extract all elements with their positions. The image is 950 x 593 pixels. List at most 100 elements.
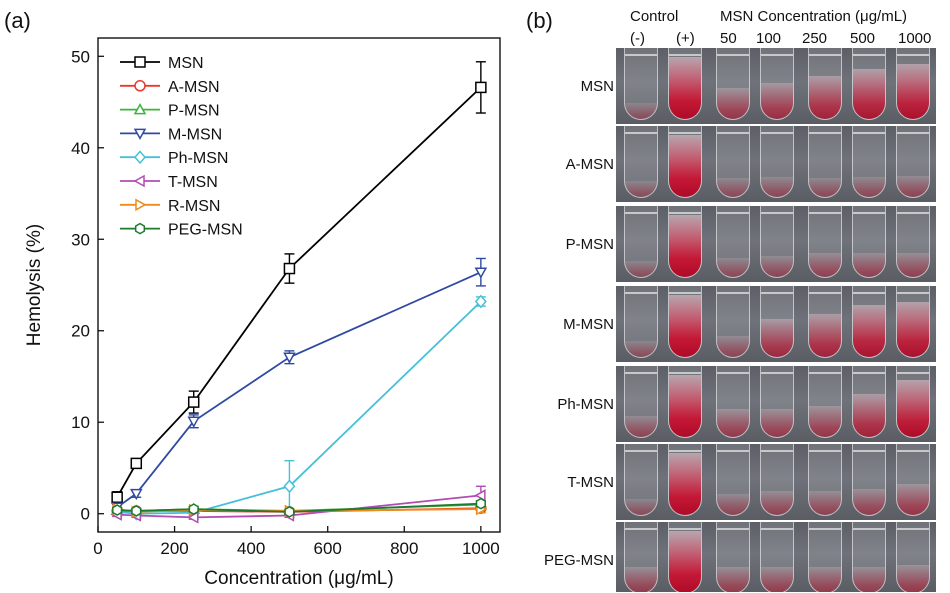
tube-liquid	[625, 340, 657, 357]
tube-liquid	[625, 567, 657, 592]
test-tube	[668, 286, 702, 358]
data-point	[283, 479, 296, 494]
test-tube	[716, 48, 750, 120]
test-tube	[852, 286, 886, 358]
tube-rim	[897, 132, 929, 134]
test-tube	[668, 206, 702, 278]
tube-liquid	[625, 260, 657, 277]
test-tube	[896, 286, 930, 358]
photo-strip	[616, 522, 936, 592]
tube-rim	[625, 292, 657, 294]
test-tube	[808, 444, 842, 516]
legend-entry: Ph-MSN	[120, 150, 228, 167]
tube-liquid	[853, 69, 885, 119]
photo-row-label: Ph-MSN	[557, 396, 614, 413]
tube-liquid	[761, 83, 793, 119]
tube-liquid	[625, 102, 657, 119]
tube-rim	[625, 132, 657, 134]
control-positive-label: (+)	[676, 30, 695, 47]
tube-rim	[809, 450, 841, 452]
test-tube	[852, 444, 886, 516]
data-point	[111, 491, 123, 503]
tube-rim	[809, 292, 841, 294]
tube-liquid	[625, 415, 657, 437]
tube-rim	[897, 372, 929, 374]
photo-row-label: MSN	[580, 78, 614, 95]
tube-liquid	[669, 57, 701, 119]
series-line	[117, 502, 481, 513]
tube-rim	[761, 132, 793, 134]
photo-strip	[616, 126, 936, 202]
tube-rim	[717, 54, 749, 56]
test-tube	[668, 48, 702, 120]
concentration-label: 250	[802, 30, 828, 47]
tube-liquid	[809, 178, 841, 197]
data-point	[188, 503, 199, 515]
tube-liquid	[717, 408, 749, 437]
tube-liquid	[669, 531, 701, 592]
hemolysis-chart: 0 200 400 600 800 1000 0 10 20 30 40 50 MSN A-MSN P-M…	[24, 37, 501, 589]
tube-rim	[853, 450, 885, 452]
test-tube	[896, 522, 930, 592]
y-tick-label: 10	[71, 413, 90, 432]
tube-rim	[761, 292, 793, 294]
data-point	[187, 416, 200, 428]
test-tube	[760, 48, 794, 120]
tube-liquid	[717, 258, 749, 277]
legend-entry: P-MSN	[120, 103, 220, 120]
tube-rim	[853, 54, 885, 56]
tube-liquid	[853, 489, 885, 515]
concentration-label: 50	[720, 30, 737, 47]
test-tube	[852, 522, 886, 592]
tube-liquid	[669, 135, 701, 197]
legend-label: T-MSN	[168, 174, 218, 191]
test-tube	[760, 126, 794, 198]
data-point	[474, 294, 487, 309]
test-tube	[852, 206, 886, 278]
tube-rim	[897, 292, 929, 294]
x-tick-label: 600	[314, 539, 342, 558]
legend-entry: MSN	[120, 55, 204, 72]
photo-row-label: T-MSN	[567, 474, 614, 491]
tube-liquid	[897, 379, 929, 437]
test-tube	[896, 366, 930, 438]
data-point	[187, 511, 199, 524]
photo-strip	[616, 206, 936, 282]
test-tube	[624, 366, 658, 438]
tube-liquid	[761, 319, 793, 357]
data-point	[134, 222, 146, 235]
test-tube	[852, 48, 886, 120]
test-tube	[760, 366, 794, 438]
tube-rim	[717, 132, 749, 134]
tube-rim	[897, 450, 929, 452]
panel-b-label: (b)	[526, 8, 553, 33]
series-ph-msn	[111, 294, 487, 521]
x-tick-label: 200	[160, 539, 188, 558]
tube-rim	[669, 372, 701, 374]
data-point	[133, 128, 147, 140]
tube-rim	[669, 292, 701, 294]
photo-row-label: PEG-MSN	[543, 552, 614, 569]
legend-label: R-MSN	[168, 198, 220, 215]
x-tick-label: 400	[237, 539, 265, 558]
legend-entry: M-MSN	[120, 126, 222, 143]
tube-rim	[669, 54, 701, 56]
series-line	[116, 86, 482, 498]
test-tube	[716, 206, 750, 278]
legend-label: P-MSN	[168, 103, 220, 120]
concentration-label: 1000	[898, 30, 932, 47]
tube-rim	[717, 292, 749, 294]
tube-rim	[717, 372, 749, 374]
tube-liquid	[669, 295, 701, 357]
tube-liquid	[897, 564, 929, 592]
tube-liquid	[897, 175, 929, 197]
tube-liquid	[809, 406, 841, 437]
test-tube	[808, 206, 842, 278]
data-point	[283, 352, 296, 364]
tube-liquid	[761, 408, 793, 437]
tube-rim	[625, 528, 657, 530]
y-tick-label: 0	[81, 505, 90, 524]
test-tube	[668, 444, 702, 516]
tube-rim	[897, 528, 929, 530]
tube-liquid	[625, 180, 657, 197]
